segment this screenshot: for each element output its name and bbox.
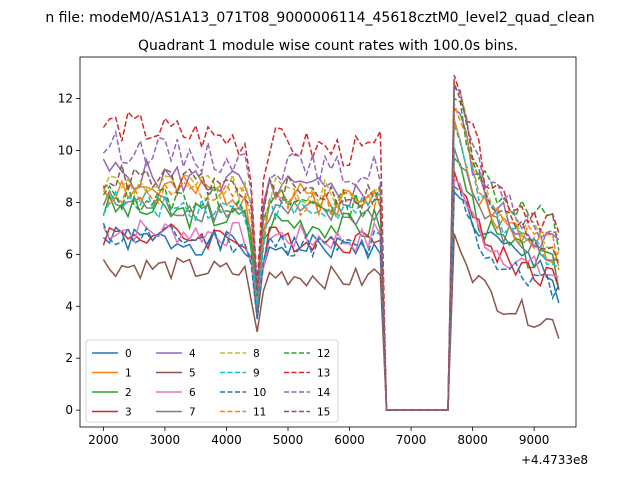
figure-suptitle: n file: modeM0/AS1A13_071T08_9000006114_… xyxy=(45,10,594,26)
legend-label-15: 15 xyxy=(317,407,330,419)
legend-label-13: 13 xyxy=(317,368,330,380)
series-line-13 xyxy=(102,74,560,411)
x-tick-label: 7000 xyxy=(396,433,427,447)
x-tick-label: 4000 xyxy=(211,433,242,447)
legend-box xyxy=(85,339,339,423)
legend-label-3: 3 xyxy=(125,407,132,419)
legend-label-11: 11 xyxy=(253,407,266,419)
y-tick-label: 2 xyxy=(65,351,73,365)
x-tick-label: 3000 xyxy=(150,433,181,447)
legend-label-4: 4 xyxy=(189,348,196,360)
legend-label-2: 2 xyxy=(125,387,132,399)
legend-label-6: 6 xyxy=(189,387,196,399)
series-line-12 xyxy=(102,97,560,411)
x-tick-label: 5000 xyxy=(273,433,304,447)
y-tick-label: 6 xyxy=(65,247,73,261)
x-offset-label: +4.4733e8 xyxy=(521,453,588,467)
legend-label-7: 7 xyxy=(189,407,196,419)
legend-label-10: 10 xyxy=(253,387,266,399)
y-tick-label: 10 xyxy=(58,143,73,157)
legend-label-14: 14 xyxy=(317,387,331,399)
legend-label-8: 8 xyxy=(253,348,260,360)
series-line-14 xyxy=(102,87,560,411)
legend-label-0: 0 xyxy=(125,348,132,360)
x-tick-label: 9000 xyxy=(519,433,550,447)
x-tick-label: 8000 xyxy=(457,433,488,447)
y-tick-label: 0 xyxy=(65,403,73,417)
series-line-15 xyxy=(102,82,560,411)
series-line-10 xyxy=(102,185,560,411)
legend-label-1: 1 xyxy=(125,368,132,380)
plot-area: 2000 3000 4000 5000 6000 7000 8000 900002468101… xyxy=(58,56,577,447)
legend-label-9: 9 xyxy=(253,368,260,380)
series-line-11 xyxy=(102,103,560,411)
axes-frame xyxy=(79,56,577,428)
y-tick-label: 8 xyxy=(65,195,73,209)
legend-label-12: 12 xyxy=(317,348,330,360)
x-tick-label: 6000 xyxy=(334,433,365,447)
series-line-9 xyxy=(102,124,560,411)
y-tick-label: 12 xyxy=(58,92,73,106)
x-tick-label: 2000 xyxy=(88,433,119,447)
legend-label-5: 5 xyxy=(189,368,196,380)
series-line-5 xyxy=(102,233,560,411)
y-tick-label: 4 xyxy=(65,299,73,313)
chart-title: Quadrant 1 module wise count rates with … xyxy=(138,38,518,54)
series-line-7 xyxy=(102,147,559,411)
